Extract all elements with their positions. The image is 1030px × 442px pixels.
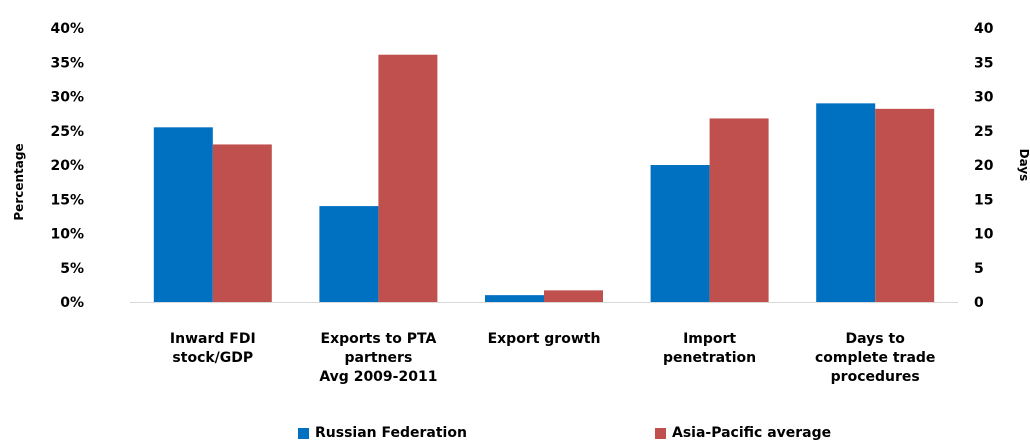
y-tick-label: 25%: [50, 124, 84, 140]
bar-russian-federation: [816, 103, 876, 302]
x-tick-label-line: Inward FDI: [170, 331, 256, 347]
bar-asia-pacific-average: [378, 54, 438, 303]
bar-russian-federation: [650, 165, 710, 302]
x-tick-label-line: Export growth: [488, 331, 601, 347]
bar-asia-pacific-average: [212, 144, 272, 302]
y-tick-label: 0%: [60, 295, 84, 311]
x-tick-label: Inward FDI stock/GDP: [170, 331, 256, 366]
x-tick-label-line: stock/GDP: [172, 350, 253, 366]
y2-tick-label: 25: [974, 124, 993, 140]
y-tick-label: 40%: [50, 21, 84, 37]
x-tick-label: Days to complete trade procedures: [815, 331, 935, 385]
legend-swatch-asia-pacific-average: [655, 427, 666, 439]
x-tick-label: Exports to PTA partners Avg 2009-2011: [319, 331, 437, 385]
x-tick-label-line: Avg 2009-2011: [319, 369, 437, 385]
bar-asia-pacific-average: [875, 108, 935, 302]
y-tick-label: 20%: [50, 158, 84, 174]
y2-tick-label: 30: [974, 90, 994, 106]
y2-tick-label: 5: [974, 261, 984, 277]
legend-swatch-russian-federation: [298, 427, 309, 439]
legend-item-asia-pacific-average: Asia-Pacific average: [655, 424, 831, 442]
x-tick-label-line: Days to: [846, 331, 906, 347]
y-axis-title: Percentage: [12, 143, 26, 220]
y2-tick-label: 20: [974, 158, 994, 174]
legend-label-asia-pacific-average: Asia-Pacific average: [672, 425, 832, 441]
bar-russian-federation: [153, 127, 213, 302]
x-tick-label-line: complete trade: [815, 350, 935, 366]
x-tick-label: Export growth: [488, 331, 601, 347]
y-tick-label: 5%: [60, 261, 84, 277]
legend-item-russian-federation: Russian Federation: [298, 424, 467, 442]
x-tick-label: Import penetration: [663, 331, 756, 366]
y2-tick-label: 15: [974, 192, 993, 208]
y2-tick-label: 40: [974, 21, 994, 37]
y2-tick-label: 35: [974, 55, 993, 71]
bar-russian-federation: [485, 295, 544, 302]
y-tick-label: 30%: [50, 90, 84, 106]
y2-tick-label: 10: [974, 227, 994, 243]
y2-axis-title: Days: [1017, 149, 1030, 182]
x-tick-label-line: procedures: [831, 369, 920, 385]
x-tick-label-line: Import: [683, 331, 736, 347]
y-tick-label: 10%: [50, 227, 84, 243]
bar-asia-pacific-average: [709, 118, 769, 302]
bar-russian-federation: [319, 206, 379, 302]
bar-asia-pacific-average: [544, 290, 603, 302]
legend-label-russian-federation: Russian Federation: [315, 425, 467, 441]
x-tick-label-line: partners: [345, 350, 413, 366]
y-tick-label: 15%: [50, 192, 84, 208]
x-tick-label-line: penetration: [663, 350, 756, 366]
x-tick-label-line: Exports to PTA: [321, 331, 437, 347]
y2-tick-label: 0: [974, 295, 984, 311]
y-tick-label: 35%: [50, 55, 84, 71]
